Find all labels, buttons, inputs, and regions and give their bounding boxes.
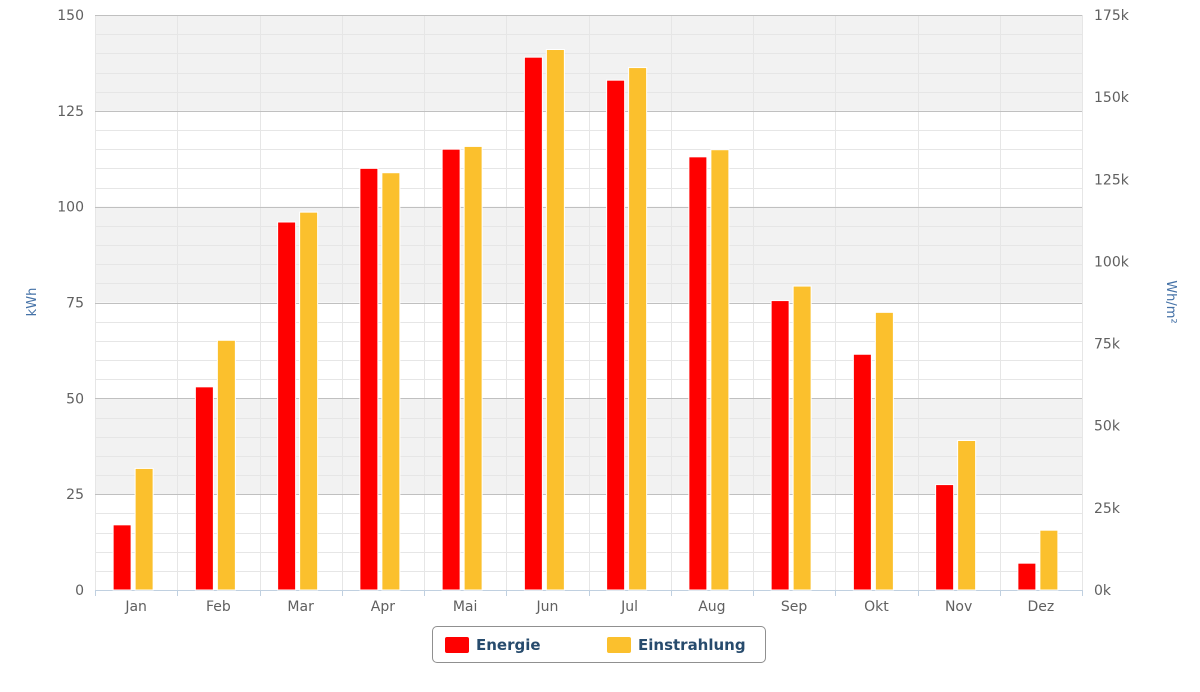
y-left-axis-title: kWh: [25, 288, 40, 317]
x-tick-label: Okt: [864, 599, 889, 615]
y-left-tick-label: 0: [75, 583, 84, 599]
x-tick-label: Nov: [945, 599, 972, 615]
bar-einstrahlung-sep: [792, 285, 812, 591]
bar-energie-mai: [441, 148, 461, 591]
x-tick-label: Jun: [535, 599, 558, 615]
bar-energie-feb: [194, 386, 214, 591]
bar-energie-jun: [523, 56, 543, 591]
y-right-tick-label: 175k: [1094, 8, 1130, 24]
y-right-tick-label: 100k: [1094, 254, 1130, 270]
bar-einstrahlung-feb: [216, 339, 236, 591]
x-tick-label: Feb: [206, 599, 231, 615]
bar-einstrahlung-mar: [299, 211, 319, 591]
bar-einstrahlung-nov: [957, 440, 977, 591]
bar-einstrahlung-okt: [874, 311, 894, 591]
y-right-tick-label: 25k: [1094, 501, 1121, 517]
x-tick-label: Mai: [453, 599, 478, 615]
y-right-tick-label: 50k: [1094, 419, 1121, 435]
bar-einstrahlung-mai: [463, 145, 483, 591]
y-left-tick-label: 150: [57, 8, 84, 24]
bar-energie-mar: [277, 221, 297, 591]
bar-energie-aug: [688, 156, 708, 591]
bar-einstrahlung-jun: [545, 49, 565, 591]
x-tick-label: Apr: [371, 599, 395, 615]
bar-energie-okt: [852, 353, 872, 591]
bar-energie-dez: [1017, 562, 1037, 591]
bar-einstrahlung-dez: [1039, 529, 1059, 591]
legend-item-einstrahlung[interactable]: Einstrahlung: [607, 635, 746, 655]
x-tick-label: Mar: [287, 599, 314, 615]
y-right-tick-label: 75k: [1094, 337, 1121, 353]
bar-einstrahlung-jan: [134, 467, 154, 591]
bar-energie-nov: [935, 484, 955, 591]
legend: Energie Einstrahlung: [432, 626, 766, 663]
x-tick-label: Jul: [620, 599, 638, 615]
legend-label-einstrahlung: Einstrahlung: [638, 636, 746, 654]
y-right-tick-label: 0k: [1094, 583, 1112, 599]
y-left-tick-label: 100: [57, 200, 84, 216]
bar-energie-apr: [359, 167, 379, 591]
x-tick-label: Dez: [1028, 599, 1055, 615]
x-tick-label: Jan: [124, 599, 147, 615]
plot-band: [95, 206, 1082, 303]
plot-band: [95, 398, 1082, 495]
bar-energie-sep: [770, 300, 790, 591]
y-left-tick-label: 75: [66, 296, 84, 312]
legend-label-energie: Energie: [476, 636, 541, 654]
legend-swatch-einstrahlung: [607, 637, 631, 653]
legend-swatch-energie: [445, 637, 469, 653]
bar-einstrahlung-apr: [381, 172, 401, 591]
bar-energie-jul: [606, 79, 626, 591]
y-left-tick-label: 125: [57, 104, 84, 120]
y-right-axis-title: Wh/m²: [1163, 280, 1178, 323]
y-right-tick-label: 150k: [1094, 90, 1130, 106]
x-tick-label: Aug: [698, 599, 725, 615]
y-left-tick-label: 25: [66, 487, 84, 503]
x-tick-label: Sep: [781, 599, 808, 615]
y-right-tick-label: 125k: [1094, 172, 1130, 188]
y-left-tick-label: 50: [66, 391, 84, 407]
plot-band: [95, 15, 1082, 111]
bar-einstrahlung-aug: [710, 149, 730, 591]
bar-energie-jan: [112, 524, 132, 591]
legend-item-energie[interactable]: Energie: [445, 635, 541, 655]
bar-einstrahlung-jul: [628, 67, 648, 591]
